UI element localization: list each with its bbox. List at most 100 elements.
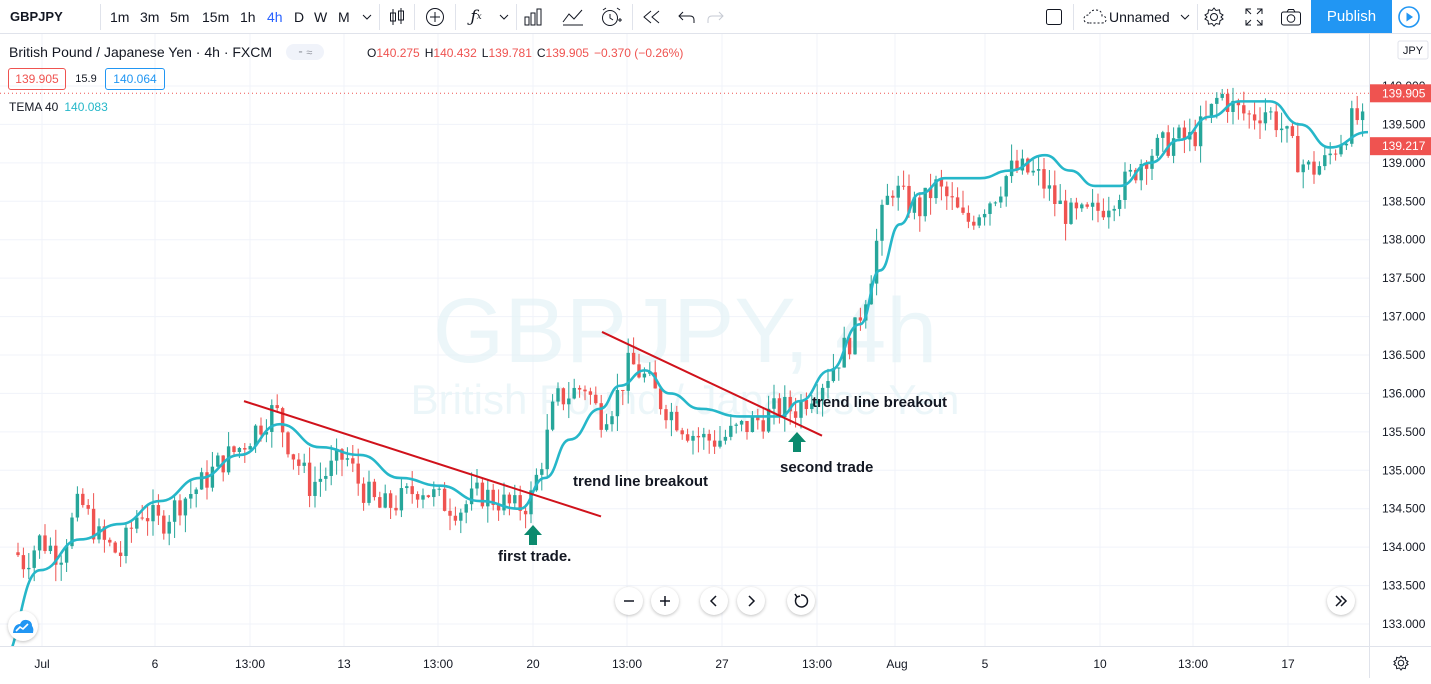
- candle-body: [739, 420, 744, 425]
- time-axis[interactable]: Jul 6 13:00 13 13:00 20 13:00 27 13:00 Aug 5 10 13:0…: [0, 646, 1369, 678]
- interval-15m[interactable]: 15m: [202, 8, 230, 25]
- candle: [615, 373, 620, 431]
- candle-body: [378, 497, 382, 508]
- replay-icon[interactable]: [640, 0, 664, 33]
- time-scale[interactable]: Jul 6 13:00 13 13:00 20 13:00 27 13:00 Aug 5 10 13:0…: [0, 647, 1369, 679]
- candle: [939, 169, 944, 201]
- candle: [480, 479, 485, 509]
- candle: [680, 427, 684, 440]
- interval-m[interactable]: M: [338, 8, 350, 25]
- redo-icon[interactable]: [704, 0, 726, 33]
- candles-icon[interactable]: [386, 0, 408, 33]
- time-tick-label: 13:00: [612, 657, 642, 671]
- candle: [1269, 107, 1273, 120]
- time-tick-label: 17: [1281, 657, 1295, 671]
- undo-icon[interactable]: [676, 0, 698, 33]
- fullscreen-icon[interactable]: [1242, 0, 1266, 33]
- chart-settings-corner[interactable]: [1369, 646, 1431, 678]
- candle: [707, 429, 711, 454]
- price-tick-label: 138.000: [1382, 233, 1426, 247]
- interval-w[interactable]: W: [314, 8, 328, 25]
- reset-chart-button[interactable]: [787, 587, 815, 615]
- toolbar-divider: [414, 4, 415, 30]
- time-tick-label: 13: [337, 657, 351, 671]
- candle: [847, 334, 852, 360]
- zoom-in-button[interactable]: [651, 587, 679, 615]
- chevron-down-icon[interactable]: [497, 0, 511, 33]
- zoom-out-button[interactable]: [615, 587, 643, 615]
- publish-button[interactable]: Publish: [1311, 0, 1392, 33]
- interval-d[interactable]: D: [294, 8, 305, 25]
- layout-name-button[interactable]: Unnamed: [1109, 8, 1170, 25]
- symbol-watermark: GBPJPY, 4h British Pound / Japanese Yen: [411, 280, 960, 423]
- candle-body: [156, 505, 161, 516]
- alert-icon[interactable]: [599, 0, 623, 33]
- price-tick-label: 136.500: [1382, 348, 1426, 362]
- candle: [696, 427, 701, 453]
- candle-body: [723, 436, 728, 441]
- sell-price-button[interactable]: 139.905: [8, 68, 66, 90]
- add-circle-icon[interactable]: [423, 0, 447, 33]
- candle: [16, 542, 20, 558]
- legend-close: 139.905: [545, 46, 589, 60]
- candle-body: [275, 405, 279, 409]
- tradingview-logo[interactable]: [8, 611, 38, 641]
- square-icon[interactable]: [1043, 0, 1065, 33]
- candle: [955, 187, 960, 209]
- scroll-to-realtime-button[interactable]: [1327, 587, 1355, 615]
- price-scale[interactable]: JPY140.000139.500139.000138.500138.00013…: [1370, 34, 1431, 646]
- candle-body: [432, 489, 436, 498]
- interval-5m[interactable]: 5m: [170, 8, 190, 25]
- bar-chart-icon[interactable]: [522, 0, 544, 33]
- scroll-right-button[interactable]: [737, 587, 765, 615]
- candle-body: [405, 486, 409, 489]
- candle: [604, 413, 609, 432]
- candle: [518, 485, 522, 521]
- candle-body: [529, 490, 533, 515]
- candle: [1155, 134, 1160, 159]
- interval-4h[interactable]: 4h: [267, 8, 283, 25]
- candle-body: [1166, 132, 1170, 156]
- candle: [394, 495, 398, 516]
- chevron-down-icon[interactable]: [1178, 0, 1192, 33]
- candle-body: [680, 430, 684, 435]
- symbol-search-button[interactable]: GBPJPY: [10, 9, 63, 24]
- candle-body: [307, 462, 312, 496]
- candle-body: [977, 217, 981, 226]
- legend-pill[interactable]: ⁃ ≈: [286, 44, 325, 60]
- candle-body: [1004, 176, 1008, 197]
- plus-icon: [660, 596, 670, 606]
- buy-price-button[interactable]: 140.064: [105, 68, 165, 90]
- interval-1m[interactable]: 1m: [110, 8, 130, 25]
- candle: [1107, 196, 1111, 229]
- candle-body: [351, 458, 355, 464]
- candle: [896, 175, 900, 211]
- price-axis[interactable]: JPY140.000139.500139.000138.500138.00013…: [1369, 34, 1431, 646]
- price-chart[interactable]: GBPJPY, 4h British Pound / Japanese Yen …: [0, 34, 1369, 646]
- play-circle-icon[interactable]: [1396, 4, 1422, 30]
- legend-title[interactable]: British Pound / Japanese Yen · 4h · FXCM: [9, 44, 273, 60]
- candle-body: [372, 481, 377, 498]
- candle: [286, 431, 290, 458]
- compare-icon[interactable]: [561, 0, 585, 33]
- candle-body: [86, 505, 90, 509]
- candle-body: [912, 197, 917, 213]
- candle-body: [756, 416, 760, 421]
- gear-icon[interactable]: [1202, 0, 1226, 33]
- interval-1h[interactable]: 1h: [240, 8, 256, 25]
- candle-body: [928, 187, 933, 199]
- candle: [1252, 102, 1257, 130]
- interval-3m[interactable]: 3m: [140, 8, 160, 25]
- candle-body: [745, 420, 749, 433]
- indicator-legend[interactable]: TEMA 40 140.083: [9, 100, 108, 114]
- chart-pane[interactable]: GBPJPY, 4h British Pound / Japanese Yen …: [0, 34, 1369, 646]
- candle-body: [1090, 202, 1095, 207]
- candle: [448, 498, 452, 531]
- chevron-down-icon[interactable]: [360, 0, 374, 33]
- candle-body: [631, 352, 636, 365]
- scroll-left-button[interactable]: [700, 587, 728, 615]
- camera-icon[interactable]: [1279, 0, 1303, 33]
- candle-body: [1053, 185, 1057, 204]
- candle: [588, 387, 593, 405]
